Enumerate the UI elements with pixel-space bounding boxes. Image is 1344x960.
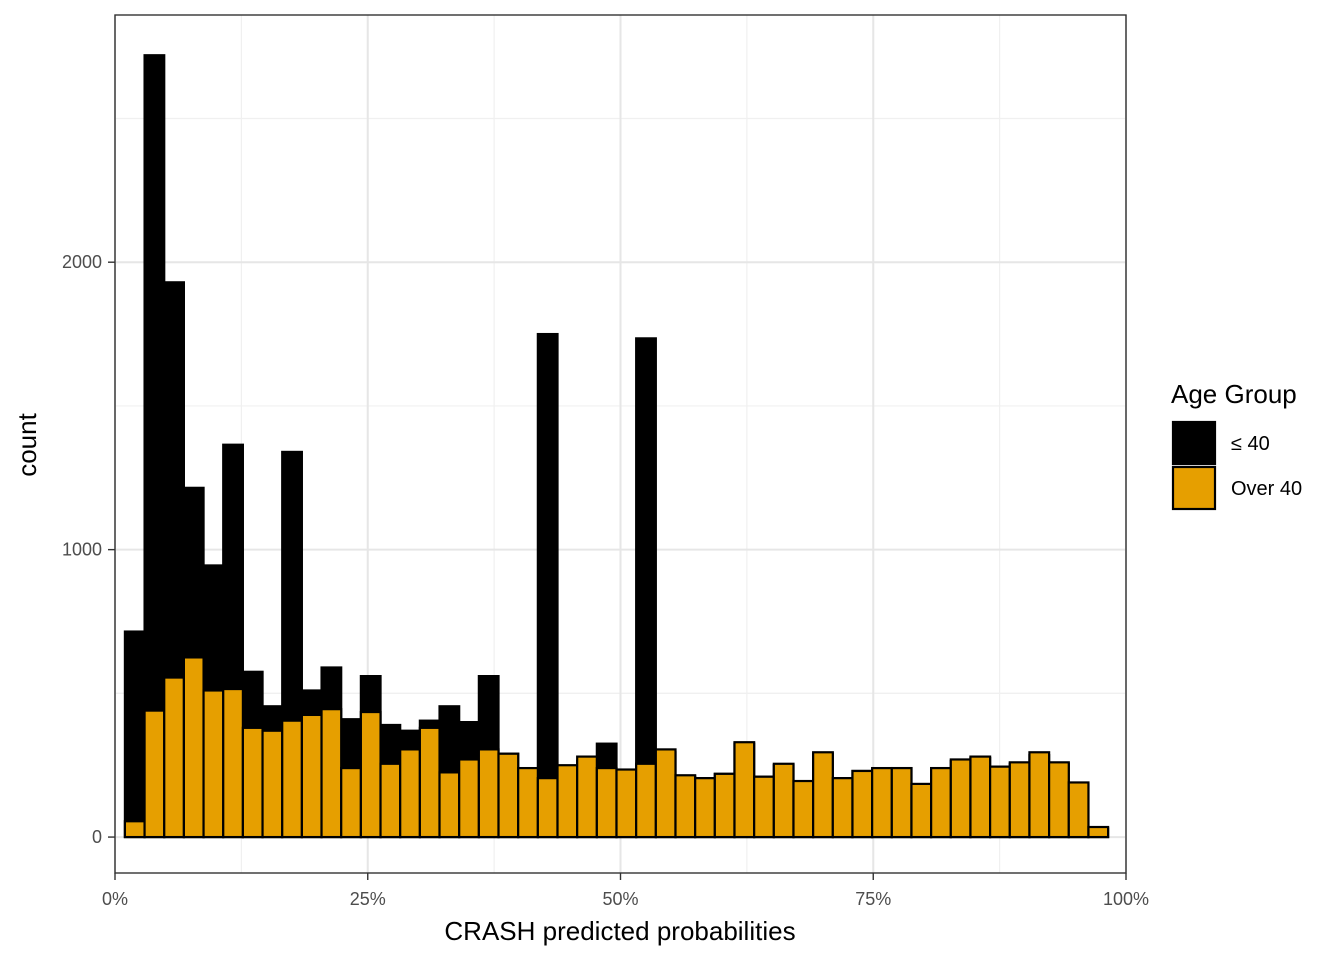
- bar-over40: [458, 758, 480, 839]
- bar-over40: [143, 709, 166, 839]
- bar-over40: [1067, 781, 1090, 839]
- bar-le40: [536, 332, 559, 839]
- bar-over40: [517, 766, 539, 839]
- bar-over40: [674, 774, 697, 839]
- legend-items: ≤ 40 Over 40: [1171, 420, 1302, 511]
- bar-over40: [615, 768, 638, 839]
- bar-over40: [890, 766, 913, 839]
- bar-over40: [871, 766, 893, 839]
- bar-over40: [831, 777, 854, 839]
- legend-label-0: ≤ 40: [1231, 433, 1270, 455]
- bar-le40: [635, 337, 657, 839]
- legend-key-0: [1171, 420, 1217, 466]
- bar-over40: [969, 755, 992, 839]
- bar-over40: [438, 771, 461, 839]
- bar-over40: [497, 752, 520, 839]
- y-axis: 0 1000 2000: [62, 252, 115, 847]
- legend: Age Group ≤ 40 Over 40: [1171, 379, 1302, 511]
- bar-over40: [576, 755, 598, 839]
- bar-over40: [359, 710, 382, 839]
- bar-over40: [989, 765, 1011, 839]
- legend-label-1: Over 40: [1231, 478, 1302, 500]
- bar-over40: [654, 748, 677, 839]
- x-tick-label: 50%: [602, 889, 638, 909]
- bar-over40: [123, 820, 146, 839]
- legend-title: Age Group: [1171, 379, 1297, 409]
- bar-over40: [635, 762, 657, 839]
- bar-over40: [851, 769, 874, 839]
- bar-over40: [477, 748, 500, 839]
- bar-over40: [733, 741, 756, 839]
- bar-over40: [182, 656, 205, 839]
- x-tick-label: 75%: [855, 889, 891, 909]
- bar-over40: [320, 708, 343, 839]
- bar-over40: [930, 766, 952, 839]
- bar-over40: [418, 726, 441, 839]
- bar-over40: [792, 779, 815, 839]
- bar-over40: [812, 751, 834, 839]
- bar-over40: [1008, 761, 1031, 839]
- bar-over40: [713, 772, 736, 839]
- bar-le40: [123, 630, 146, 839]
- x-axis-title: CRASH predicted probabilities: [444, 916, 795, 946]
- y-tick-label: 1000: [62, 540, 102, 560]
- bar-over40: [556, 764, 579, 839]
- bar-over40: [261, 729, 284, 839]
- x-tick-label: 0%: [102, 889, 128, 909]
- bar-over40: [595, 766, 618, 839]
- bar-over40: [163, 676, 185, 839]
- bar-over40: [202, 689, 225, 839]
- bar-over40: [1028, 751, 1051, 839]
- bar-over40: [379, 762, 402, 839]
- bar-over40: [772, 762, 795, 839]
- x-tick-label: 25%: [350, 889, 386, 909]
- bar-over40: [222, 687, 244, 839]
- bar-over40: [949, 758, 972, 839]
- y-axis-title: count: [12, 412, 42, 476]
- bar-over40: [241, 726, 264, 839]
- x-tick-label: 100%: [1103, 889, 1149, 909]
- bar-over40: [910, 782, 933, 839]
- bar-over40: [281, 719, 303, 839]
- bars-layer: [123, 54, 1110, 839]
- bar-over40: [1087, 825, 1110, 839]
- bar-over40: [694, 777, 716, 839]
- series-1: [123, 656, 1110, 839]
- bar-over40: [300, 713, 323, 839]
- x-axis: 0% 25% 50% 75% 100%: [102, 873, 1149, 909]
- y-tick-label: 2000: [62, 252, 102, 272]
- bar-over40: [340, 766, 362, 839]
- bar-over40: [753, 775, 775, 839]
- bar-over40: [536, 777, 559, 839]
- bar-over40: [1048, 761, 1070, 839]
- y-tick-label: 0: [92, 827, 102, 847]
- bar-over40: [399, 748, 421, 839]
- legend-key-1: [1171, 465, 1217, 511]
